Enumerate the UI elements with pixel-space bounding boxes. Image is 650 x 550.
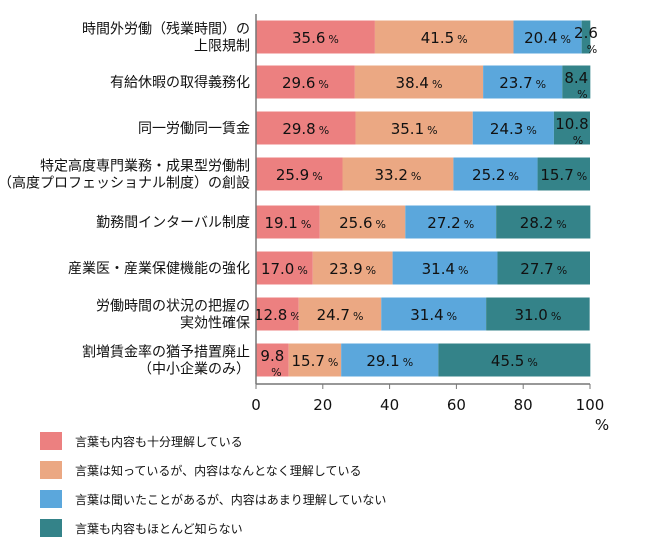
category-label: （中小企業のみ） [138, 361, 250, 378]
bar-segment [319, 205, 406, 239]
bar-segment [486, 297, 590, 331]
data-label: 12.8% [254, 306, 301, 324]
data-label: 29.8% [282, 120, 329, 138]
bar-segment [513, 20, 582, 54]
bar-segment [581, 20, 591, 54]
category-label: 上限規制 [194, 39, 250, 55]
bar-segment [381, 297, 487, 331]
bar-segment [496, 205, 591, 239]
data-label: 29.1% [366, 352, 413, 370]
data-label: 2.6% [574, 24, 598, 56]
category-label: （高度プロフェッショナル制度）の創設 [0, 175, 250, 192]
bar-segment [288, 343, 342, 377]
data-label: 31.4% [410, 306, 457, 324]
bar-segment [562, 65, 591, 99]
data-label: 8.4% [564, 69, 588, 101]
data-label: 15.7% [292, 352, 339, 370]
data-label: 10.8% [555, 115, 588, 147]
data-label: 27.2% [427, 214, 474, 232]
data-label: 35.6% [292, 29, 339, 47]
x-tick-label: 80 [514, 396, 533, 414]
category-label: 勤務間インターバル制度 [96, 215, 250, 231]
data-label: 23.9% [329, 260, 376, 278]
bar-segment [256, 343, 289, 377]
bar-segment [256, 111, 356, 145]
bar-segment [537, 157, 590, 191]
legend-swatch [40, 432, 62, 450]
data-label: 28.2% [520, 214, 567, 232]
bar-segment [256, 297, 299, 331]
category-label: 時間外労働（残業時間）の [82, 22, 250, 38]
data-label: 24.3% [490, 120, 537, 138]
category-label: 労働時間の状況の把握の [96, 299, 250, 315]
data-label: 35.1% [391, 120, 438, 138]
category-label: 有給休暇の取得義務化 [110, 74, 250, 91]
bar-segment [256, 20, 375, 54]
data-label: 25.9% [276, 166, 323, 184]
bar-segment [256, 205, 320, 239]
data-label: 33.2% [375, 166, 422, 184]
legend-swatch [40, 490, 62, 508]
bar-segment [354, 65, 484, 99]
category-label: 実効性確保 [180, 316, 250, 332]
legend-swatch [40, 519, 62, 537]
bar-segment [553, 111, 590, 145]
bar-segment [453, 157, 538, 191]
bar-segment [438, 343, 591, 377]
data-label: 41.5% [421, 29, 468, 47]
bar-segment [342, 157, 454, 191]
category-label: 産業医・産業保健機能の強化 [68, 261, 250, 277]
bar-segment [405, 205, 497, 239]
bar-segment [483, 65, 563, 99]
bar-segment [312, 251, 393, 285]
legend-label: 言葉は知っているが、内容はなんとなく理解している [75, 463, 361, 478]
x-tick-label: 60 [447, 396, 466, 414]
data-label: 24.7% [317, 306, 364, 324]
bar-segment [256, 251, 313, 285]
data-label: 27.7% [520, 260, 567, 278]
x-tick-label: 20 [313, 396, 332, 414]
x-tick-label: 100 [576, 396, 605, 414]
bar-segment [256, 157, 343, 191]
data-label: 25.6% [339, 214, 386, 232]
category-label: 割増賃金率の猶予措置廃止 [82, 344, 250, 361]
bar-segment [497, 251, 590, 285]
data-label: 38.4% [396, 74, 443, 92]
data-label: 31.4% [422, 260, 469, 278]
x-axis-unit: % [595, 416, 609, 434]
data-label: 25.2% [472, 166, 519, 184]
bar-segment [355, 111, 473, 145]
category-label: 同一労働同一賃金 [138, 121, 250, 137]
data-label: 45.5% [491, 352, 538, 370]
data-label: 20.4% [524, 29, 571, 47]
data-label: 19.1% [264, 214, 311, 232]
bar-segment [256, 65, 355, 99]
legend-label: 言葉も内容も十分理解している [75, 434, 243, 449]
data-label: 17.0% [261, 260, 308, 278]
legend-label: 言葉も内容もほとんど知らない [75, 521, 243, 536]
category-label: 特定高度専門業務・成果型労働制 [40, 158, 250, 175]
bar-segment [298, 297, 382, 331]
legend-swatch [40, 461, 62, 479]
bar-segment [374, 20, 514, 54]
data-label: 29.6% [282, 74, 329, 92]
data-label: 23.7% [499, 74, 546, 92]
data-label: 9.8% [260, 347, 284, 379]
legend-label: 言葉は聞いたことがあるが、内容はあまり理解していない [75, 492, 386, 507]
x-tick-label: 40 [380, 396, 399, 414]
data-label: 31.0% [514, 306, 561, 324]
bar-segment [472, 111, 554, 145]
x-tick-label: 0 [251, 396, 261, 414]
bar-segment [392, 251, 498, 285]
data-label: 15.7% [540, 166, 587, 184]
bar-segment [341, 343, 439, 377]
